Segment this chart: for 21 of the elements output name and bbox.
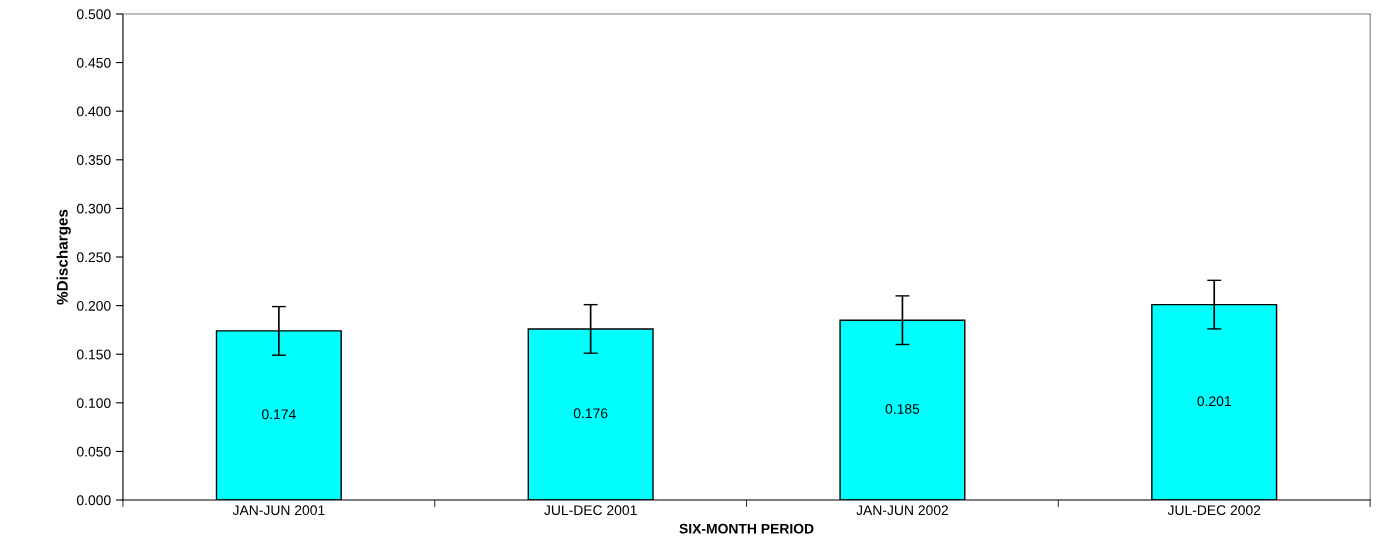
y-tick-label: 0.100 bbox=[76, 398, 111, 408]
x-tick-label: JAN-JUN 2001 bbox=[232, 505, 325, 516]
y-axis-title: %Discharges bbox=[56, 209, 71, 305]
x-tick-label: JUL-DEC 2002 bbox=[1167, 505, 1261, 516]
y-tick-label: 0.500 bbox=[76, 9, 111, 20]
y-tick-label: 0.050 bbox=[76, 446, 111, 457]
data-label: 0.185 bbox=[885, 404, 920, 414]
y-tick-label: 0.250 bbox=[76, 252, 111, 263]
x-axis-title: SIX-MONTH PERIOD bbox=[679, 523, 814, 534]
y-tick-label: 0.450 bbox=[76, 57, 111, 68]
y-tick-label: 0.300 bbox=[76, 203, 111, 214]
y-tick-label: 0.350 bbox=[76, 155, 111, 165]
x-tick-label: JAN-JUN 2002 bbox=[856, 505, 949, 516]
y-tick-label: 0.000 bbox=[76, 495, 111, 506]
data-label: 0.174 bbox=[262, 409, 296, 420]
data-label: 0.201 bbox=[1197, 396, 1231, 407]
x-tick-label: JUL-DEC 2001 bbox=[544, 505, 637, 516]
data-label: 0.176 bbox=[573, 408, 608, 419]
y-tick-label: 0.200 bbox=[76, 300, 111, 311]
y-tick-label: 0.150 bbox=[76, 349, 111, 360]
y-tick-label: 0.400 bbox=[76, 106, 111, 117]
